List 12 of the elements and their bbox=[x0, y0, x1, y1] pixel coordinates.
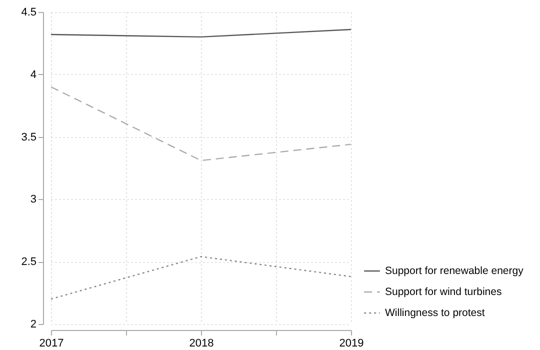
y-tick-label: 2.5 bbox=[21, 256, 36, 268]
legend-label: Support for renewable energy bbox=[385, 265, 524, 277]
x-tick-label: 2019 bbox=[339, 338, 364, 350]
y-tick-label: 4.5 bbox=[21, 6, 36, 18]
legend-label: Support for wind turbines bbox=[385, 286, 502, 298]
y-tick-label: 3.5 bbox=[21, 131, 36, 144]
y-tick-label: 3 bbox=[30, 194, 36, 206]
x-tick-label: 2018 bbox=[189, 338, 214, 350]
legend-label: Willingness to protest bbox=[385, 307, 485, 319]
y-tick-label: 4 bbox=[30, 68, 36, 81]
y-tick-label: 2 bbox=[30, 318, 36, 330]
x-tick-label: 2017 bbox=[39, 338, 64, 350]
